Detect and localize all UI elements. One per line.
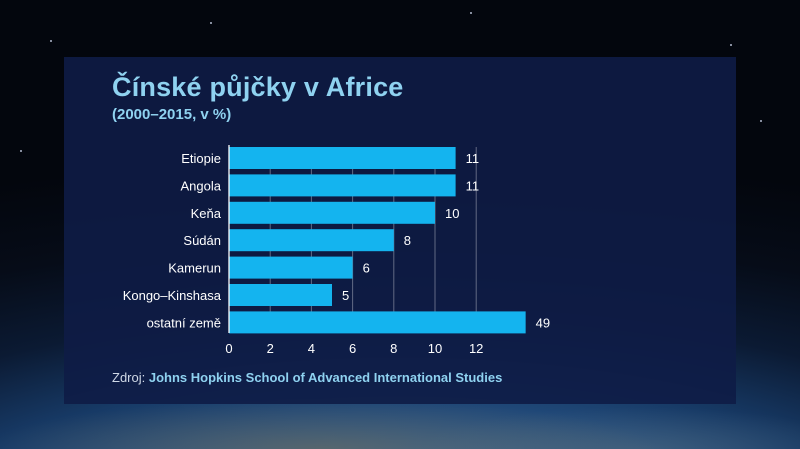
star <box>760 120 762 122</box>
category-label: Kamerun <box>168 261 221 276</box>
bar <box>229 147 456 169</box>
category-label: ostatní země <box>147 315 221 330</box>
bar <box>229 174 456 197</box>
chart-panel <box>64 57 736 404</box>
star <box>50 40 52 42</box>
x-tick-label: 2 <box>267 341 274 356</box>
source-line: Zdroj: Johns Hopkins School of Advanced … <box>112 370 502 385</box>
x-tick-label: 8 <box>390 341 397 356</box>
x-tick-label: 6 <box>349 341 356 356</box>
bar <box>229 256 353 279</box>
bar <box>229 284 332 306</box>
bar <box>229 311 526 334</box>
data-label: 11 <box>466 151 480 166</box>
chart-title: Čínské půjčky v Africe <box>112 72 404 102</box>
data-label: 10 <box>445 206 459 221</box>
star <box>730 44 732 46</box>
star <box>20 150 22 152</box>
x-tick-label: 10 <box>428 341 442 356</box>
data-label: 5 <box>342 288 349 303</box>
data-label: 11 <box>466 178 480 193</box>
x-tick-label: 12 <box>469 341 483 356</box>
x-tick-label: 4 <box>308 341 315 356</box>
chart-subtitle: (2000–2015, v %) <box>112 106 232 123</box>
data-label: 6 <box>363 261 370 276</box>
data-label: 49 <box>536 315 550 330</box>
category-label: Keňa <box>191 206 222 221</box>
source-label: Zdroj: <box>112 370 146 385</box>
star <box>210 22 212 24</box>
category-label: Súdán <box>183 233 221 248</box>
category-label: Kongo–Kinshasa <box>123 288 222 303</box>
bar <box>229 229 394 252</box>
bar <box>229 201 435 224</box>
category-label: Etiopie <box>181 151 221 166</box>
x-tick-label: 0 <box>225 341 232 356</box>
data-label: 8 <box>404 233 411 248</box>
star <box>470 12 472 14</box>
category-label: Angola <box>181 178 222 193</box>
source-name: Johns Hopkins School of Advanced Interna… <box>148 370 503 385</box>
